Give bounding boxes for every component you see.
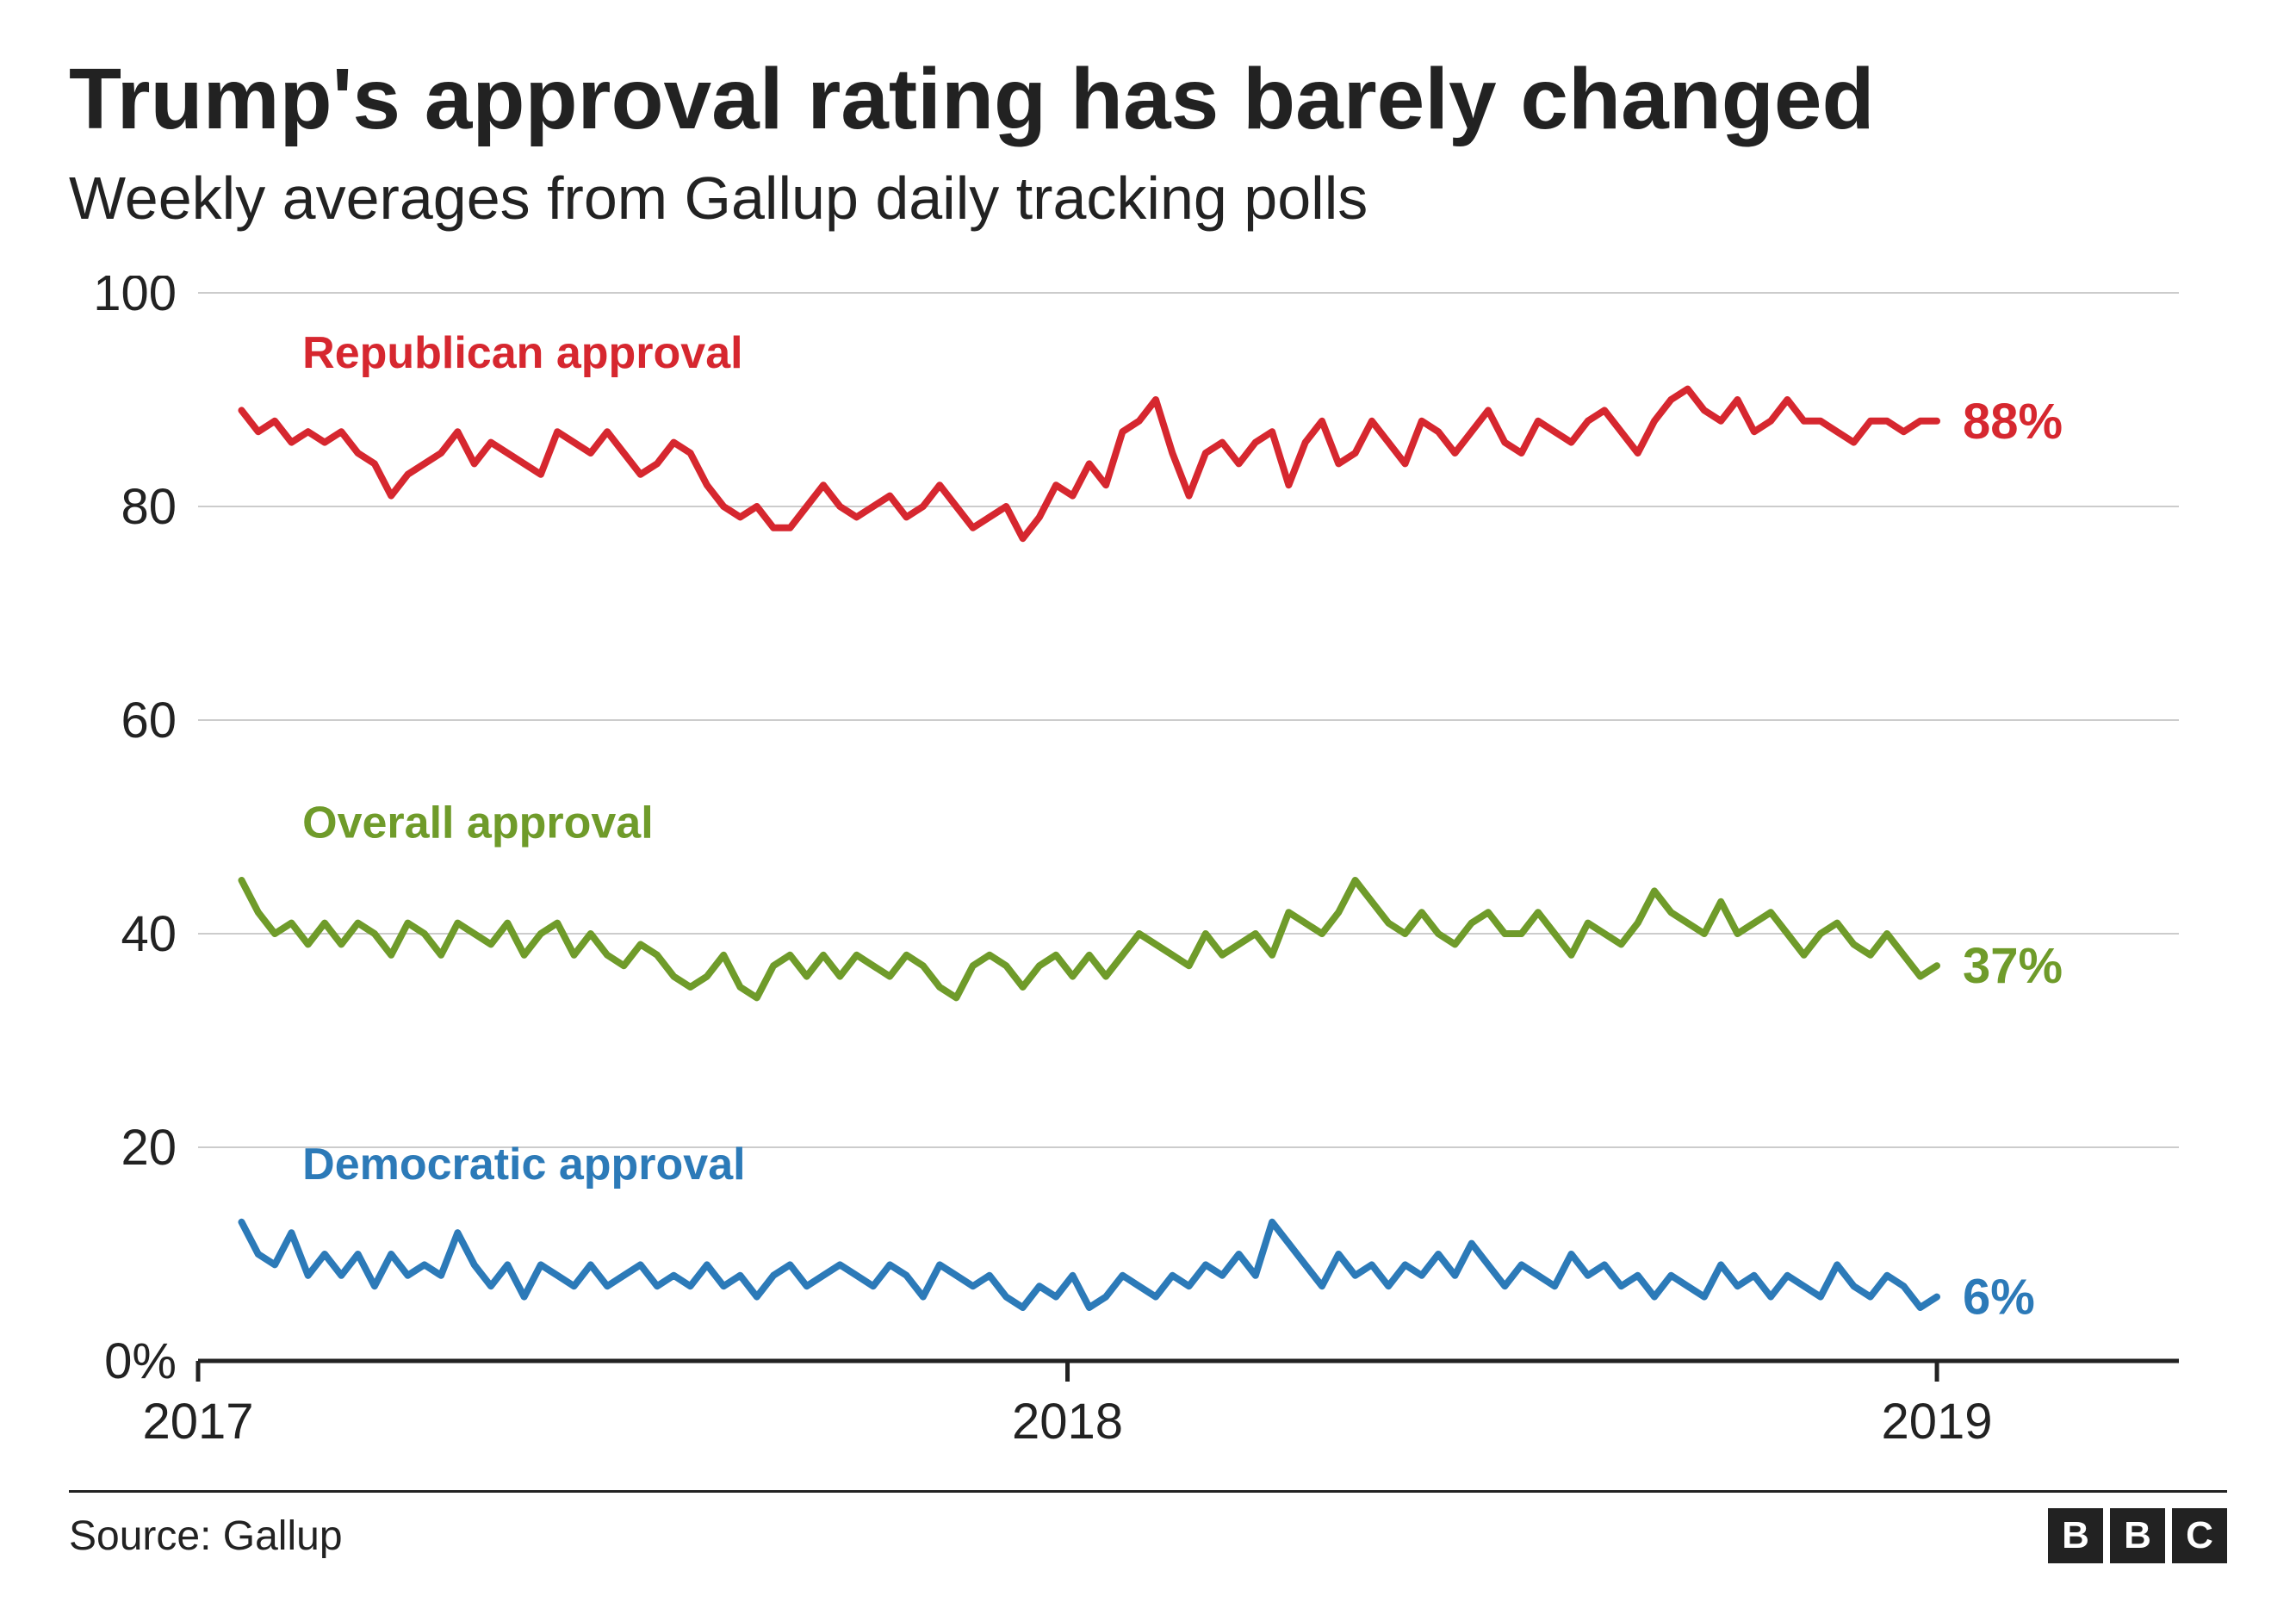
chart-area: 0% 20 40 60 80 100 2017 2018 2019 Republican appr… [69, 276, 2227, 1464]
chart-footer: Source: Gallup B B C [69, 1490, 2227, 1563]
bbc-logo: B B C [2048, 1508, 2227, 1563]
bbc-logo-letter: C [2172, 1508, 2227, 1563]
series-end-label: 37% [1963, 938, 2063, 994]
y-tick-label: 60 [121, 693, 177, 748]
source-label: Source: Gallup [69, 1513, 343, 1560]
series-line [242, 1222, 1938, 1308]
series-line [242, 389, 1938, 539]
series-end-label: 88% [1963, 394, 2063, 450]
series-label: Overall approval [302, 798, 654, 848]
y-tick-label: 100 [93, 276, 177, 321]
y-tick-label: 0% [104, 1333, 177, 1389]
bbc-logo-letter: B [2048, 1508, 2103, 1563]
y-tick-label: 80 [121, 479, 177, 535]
chart-subtitle: Weekly averages from Gallup daily tracki… [69, 164, 2227, 233]
series-label: Republican approval [302, 328, 742, 378]
series-label: Democratic approval [302, 1140, 745, 1190]
x-tick-label: 2019 [1882, 1394, 1993, 1450]
chart-title: Trump's approval rating has barely chang… [69, 52, 2227, 146]
y-tick-label: 40 [121, 906, 177, 962]
x-tick-label: 2018 [1012, 1394, 1123, 1450]
bbc-logo-letter: B [2110, 1508, 2165, 1563]
series-end-label: 6% [1963, 1270, 2035, 1326]
chart-container: Trump's approval rating has barely chang… [0, 0, 2296, 1615]
x-tick-label: 2017 [142, 1394, 253, 1450]
line-chart-svg: 0% 20 40 60 80 100 2017 2018 2019 Republican appr… [69, 276, 2227, 1464]
y-tick-label: 20 [121, 1120, 177, 1176]
series-line [242, 880, 1938, 997]
